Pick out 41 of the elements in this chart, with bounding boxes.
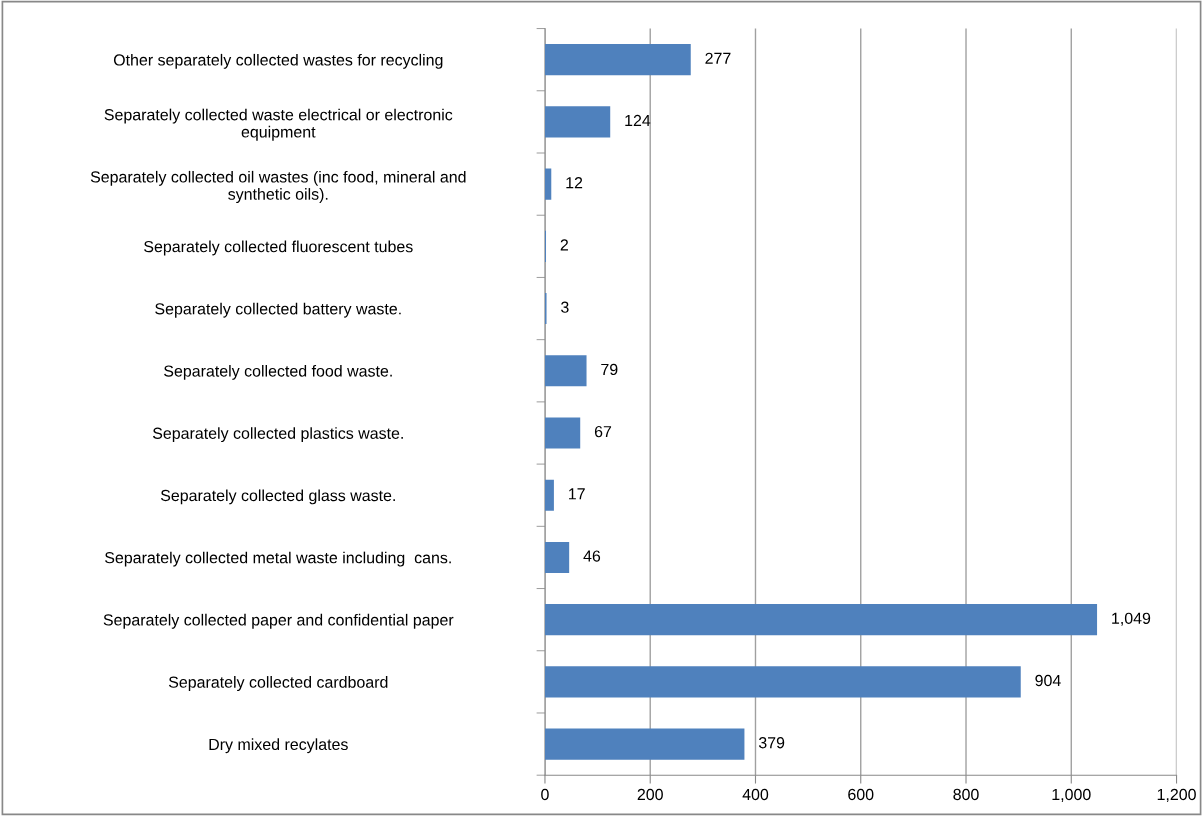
y-tick-label: Separately collected oil wastes (inc food, mineral and synthetic oils). — [90, 170, 466, 203]
data-label: 46 — [583, 550, 601, 562]
y-tick-label: Separately collected battery waste. — [155, 302, 401, 318]
bar — [544, 666, 1021, 698]
bar — [544, 44, 691, 76]
data-label: 2 — [560, 239, 568, 251]
x-tick-label: 0 — [541, 788, 549, 801]
x-tick-label: 200 — [637, 788, 663, 801]
bar — [544, 417, 581, 449]
y-tick-label: Dry mixed recylates — [209, 738, 348, 754]
data-label: 379 — [758, 737, 785, 749]
y-tick-label: Separately collected plastics waste. — [152, 427, 403, 443]
x-tick-label: 1,200 — [1157, 788, 1196, 803]
y-tick-label: Separately collected fluorescent tubes — [144, 240, 413, 256]
bar — [544, 479, 554, 511]
data-label: 124 — [625, 114, 651, 127]
x-tick-label: 1,000 — [1052, 788, 1091, 803]
data-label: 67 — [594, 425, 612, 438]
y-tick-label: Separately collected cardboard — [168, 676, 388, 691]
y-tick-label: Other separately collected wastes for recycling — [113, 53, 443, 69]
x-tick-label: 600 — [848, 788, 874, 801]
bar — [544, 106, 611, 138]
y-tick-label: Separately collected glass waste. — [160, 489, 395, 505]
x-tick-label: 800 — [953, 788, 979, 801]
data-label: 17 — [569, 488, 585, 500]
data-label: 277 — [705, 52, 731, 64]
bar — [544, 728, 745, 760]
bar — [544, 541, 570, 573]
data-label: 3 — [561, 301, 569, 313]
bar — [544, 355, 587, 387]
y-tick-label: Separately collected paper and confidential paper — [103, 613, 454, 629]
bar — [544, 604, 1098, 636]
data-label: 1,049 — [1112, 612, 1151, 626]
x-tick-label: 400 — [742, 788, 769, 801]
data-label: 79 — [601, 363, 618, 376]
y-tick-label: Separately collected metal waste including cans. — [105, 551, 451, 567]
bar — [544, 168, 552, 200]
y-tick-label: Separately collected food waste. — [164, 364, 392, 380]
data-label: 904 — [1035, 674, 1061, 687]
y-tick-label: Separately collected waste electrical or electronic equipment — [104, 108, 453, 141]
data-label: 12 — [566, 177, 583, 189]
